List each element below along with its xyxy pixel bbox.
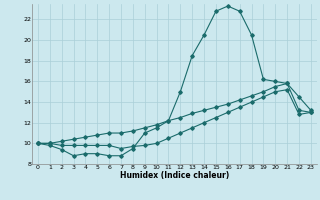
X-axis label: Humidex (Indice chaleur): Humidex (Indice chaleur) [120,171,229,180]
